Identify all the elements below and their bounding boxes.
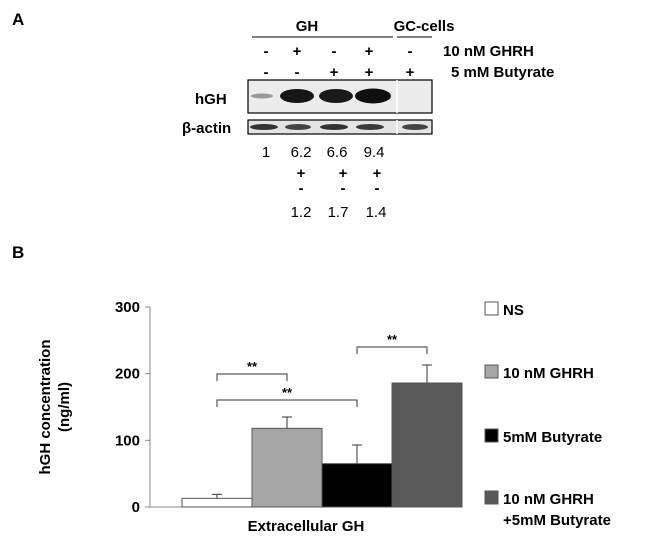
legend-swatch (484, 301, 499, 316)
legend-label-line: +5mM Butyrate (503, 512, 611, 529)
comparison-value-row: 1.2 1.7 1.4 (291, 204, 387, 221)
group-gc-label: GC-cells (394, 18, 455, 35)
bar-chart: 0 100 200 300 hGH concentration (ng/ml) Extrac… (37, 299, 463, 535)
treatment-sign: - (264, 64, 269, 81)
legend-swatch (484, 364, 499, 379)
panel-a-label: A (12, 10, 24, 29)
group-gh-label: GH (296, 18, 319, 35)
treatment-label-butyrate: 5 mM Butyrate (451, 64, 554, 81)
hgh-blot (247, 79, 433, 114)
comparison-minus: - (375, 180, 380, 197)
legend-label: 10 nM GHRH +5mM Butyrate (503, 491, 611, 529)
legend-label: 5mM Butyrate (503, 429, 602, 446)
treatment-sign: - (295, 64, 300, 81)
blot-label-beta-actin: β-actin (182, 120, 231, 137)
comparison-minus-row: --- (299, 180, 380, 197)
x-axis-label: Extracellular GH (248, 518, 365, 535)
ratio-value: 6.6 (327, 144, 348, 161)
y-axis-label: hGH concentration (ng/ml) (37, 339, 73, 474)
significance-label: ** (282, 385, 293, 400)
treatment-sign: + (330, 64, 339, 81)
blot-label-hgh: hGH (195, 91, 227, 108)
y-axis-label-line: (ng/ml) (56, 382, 73, 432)
ratio-value: 1 (262, 144, 270, 161)
comparison-value: 1.4 (366, 204, 387, 221)
bar (321, 463, 393, 508)
chart-legend: NS 10 nM GHRH 5mM Butyrate 10 nM GHRH +5mM B… (484, 301, 611, 529)
y-tick-label: 200 (115, 366, 140, 383)
treatment-row-ghrh: - + - + - (264, 43, 413, 60)
legend-label: NS (503, 302, 524, 319)
treatment-sign: + (365, 43, 374, 60)
comparison-value: 1.2 (291, 204, 312, 221)
y-tick-label: 100 (115, 432, 140, 449)
treatment-sign: - (332, 43, 337, 60)
comparison-value: 1.7 (328, 204, 349, 221)
significance-label: ** (387, 332, 398, 347)
y-tick-label: 300 (115, 299, 140, 316)
treatment-sign: + (365, 64, 374, 81)
beta-actin-blot (247, 119, 433, 135)
comparison-minus: - (299, 180, 304, 197)
significance-bracket (216, 399, 358, 407)
ratio-value: 6.2 (291, 144, 312, 161)
comparison-plus-row: + + + (297, 165, 382, 182)
significance-bracket (356, 346, 428, 354)
y-axis-label-line: hGH concentration (37, 339, 54, 474)
treatment-sign: - (408, 43, 413, 60)
bar (391, 382, 463, 508)
significance-bracket (216, 373, 288, 381)
ratio-row: 1 6.2 6.6 9.4 (262, 144, 385, 161)
comparison-plus: + (373, 165, 382, 182)
treatment-sign: + (293, 43, 302, 60)
comparison-plus: + (297, 165, 306, 182)
treatment-label-ghrh: 10 nM GHRH (443, 43, 534, 60)
bar (181, 497, 253, 508)
bar (251, 427, 323, 508)
comparison-plus: + (339, 165, 348, 182)
comparison-minus: - (341, 180, 346, 197)
legend-label-line: 10 nM GHRH (503, 491, 594, 508)
legend-swatch (484, 428, 499, 443)
treatment-sign: - (264, 43, 269, 60)
significance-label: ** (247, 359, 258, 374)
legend-label: 10 nM GHRH (503, 365, 594, 382)
treatment-sign: + (406, 64, 415, 81)
panel-b-label: B (12, 243, 24, 262)
treatment-row-butyrate: - - + + + (264, 64, 415, 81)
legend-swatch (484, 490, 499, 505)
y-tick-label: 0 (132, 499, 140, 516)
ratio-value: 9.4 (364, 144, 385, 161)
